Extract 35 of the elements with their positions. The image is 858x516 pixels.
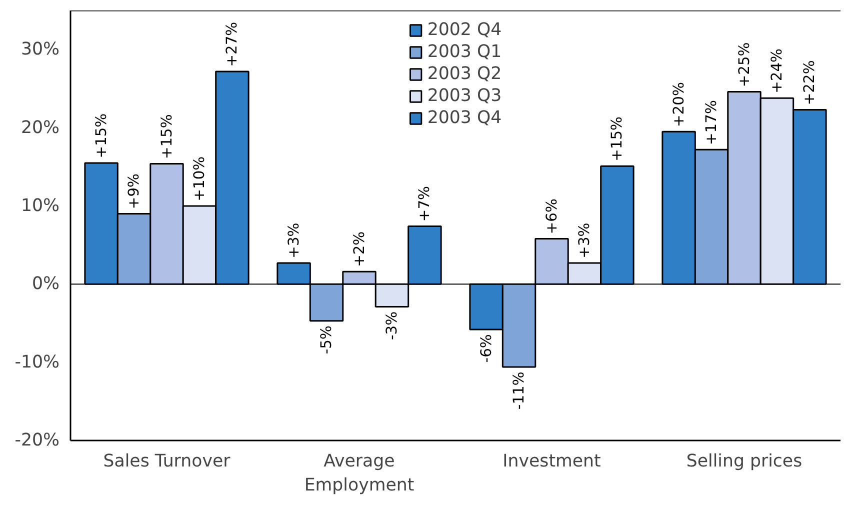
- legend-label: 2002 Q4: [427, 20, 502, 40]
- y-tick-label: 0%: [32, 274, 60, 294]
- legend-label: 2003 Q3: [427, 86, 502, 106]
- y-tick-label: -10%: [14, 352, 60, 372]
- x-tick-label: Average Employment: [304, 452, 414, 496]
- data-label: +2%: [350, 231, 368, 267]
- data-label: +10%: [190, 156, 208, 202]
- data-label: +7%: [416, 186, 434, 222]
- data-label: -11%: [510, 372, 528, 410]
- data-label: +15%: [92, 113, 110, 158]
- data-label: +3%: [285, 222, 302, 258]
- legend-label: 2003 Q1: [427, 42, 502, 62]
- legend-label: 2003 Q2: [427, 64, 502, 84]
- data-label: -5%: [318, 326, 336, 354]
- legend-label: 2003 Q4: [427, 108, 502, 128]
- data-label: +15%: [158, 114, 176, 160]
- data-label: -6%: [478, 334, 495, 363]
- x-tick-label: Sales Turnover: [103, 452, 232, 472]
- y-tick-label: 30%: [20, 40, 60, 60]
- data-label: +15%: [608, 116, 626, 162]
- y-tick-label: 20%: [20, 118, 60, 138]
- x-tick-label: Selling prices: [686, 452, 802, 472]
- data-label: +20%: [670, 82, 688, 127]
- data-label: +22%: [801, 60, 818, 106]
- data-label: +25%: [736, 42, 753, 88]
- data-label: +3%: [576, 222, 593, 258]
- data-label: +27%: [224, 22, 241, 67]
- y-tick-label: 10%: [20, 196, 60, 216]
- data-label: +24%: [768, 48, 786, 94]
- y-tick-label: -20%: [14, 430, 60, 450]
- x-tick-label: Investment: [502, 452, 602, 472]
- data-label: -3%: [383, 311, 400, 340]
- data-label: +9%: [126, 173, 143, 210]
- data-label: +6%: [543, 198, 560, 234]
- data-label: +17%: [703, 100, 720, 145]
